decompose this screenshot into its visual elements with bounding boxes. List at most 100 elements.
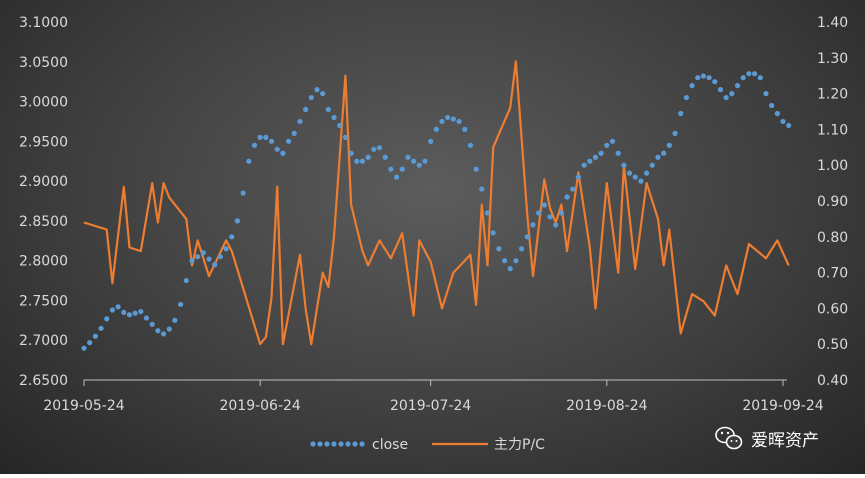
close-data-point: [439, 119, 444, 124]
wechat-icon-bubble-small: [727, 436, 742, 449]
close-data-point: [468, 143, 473, 148]
close-data-point: [87, 340, 92, 345]
close-data-point: [758, 75, 763, 80]
close-data-point: [553, 222, 558, 227]
right-axis-tick-label: 0.40: [817, 373, 848, 389]
pc-series: [84, 61, 789, 344]
close-data-point: [343, 135, 348, 140]
close-data-point: [417, 163, 422, 168]
close-data-point: [292, 131, 297, 136]
right-axis-tick-label: 1.00: [817, 158, 848, 174]
close-data-point: [275, 147, 280, 152]
close-data-point: [712, 79, 717, 84]
close-data-point: [110, 307, 115, 312]
close-data-point: [542, 202, 547, 207]
legend-close-marker: [331, 441, 336, 446]
close-data-point: [366, 155, 371, 160]
close-data-point: [405, 155, 410, 160]
close-data-point: [422, 159, 427, 164]
right-axis-tick-label: 1.10: [817, 122, 848, 138]
close-data-point: [678, 111, 683, 116]
legend-close-marker: [352, 441, 357, 446]
wechat-icon: [716, 428, 742, 449]
legend-close-marker: [359, 441, 364, 446]
close-data-point: [138, 309, 143, 314]
close-data-point: [525, 234, 530, 239]
close-data-point: [496, 246, 501, 251]
close-data-point: [536, 210, 541, 215]
wechat-icon-eye: [731, 440, 733, 442]
close-data-point: [115, 304, 120, 309]
close-data-point: [388, 167, 393, 172]
watermark: 爱晖资产: [716, 428, 819, 452]
x-axis-tick-label: 2019-05-24: [43, 398, 124, 414]
close-data-point: [775, 111, 780, 116]
close-data-point: [769, 103, 774, 108]
close-data-point: [655, 155, 660, 160]
close-data-point: [400, 167, 405, 172]
close-data-point: [121, 310, 126, 315]
close-data-point: [599, 151, 604, 156]
close-data-point: [729, 91, 734, 96]
close-data-point: [206, 256, 211, 261]
close-data-point: [513, 258, 518, 263]
close-data-point: [98, 326, 103, 331]
close-data-point: [133, 311, 138, 316]
close-data-point: [547, 214, 552, 219]
close-data-point: [564, 194, 569, 199]
close-data-point: [348, 151, 353, 156]
x-axis-tick-label: 2019-09-24: [742, 398, 823, 414]
close-data-point: [258, 135, 263, 140]
close-data-point: [81, 346, 86, 351]
close-data-point: [627, 171, 632, 176]
close-data-point: [707, 75, 712, 80]
close-data-point: [474, 167, 479, 172]
close-data-point: [297, 119, 302, 124]
close-data-point: [144, 315, 149, 320]
close-data-point: [741, 75, 746, 80]
close-data-point: [428, 139, 433, 144]
close-data-point: [320, 91, 325, 96]
legend-pc-label: 主力P/C: [494, 437, 545, 453]
close-data-point: [155, 328, 160, 333]
close-data-point: [559, 210, 564, 215]
close-data-point: [644, 171, 649, 176]
close-data-point: [735, 83, 740, 88]
close-data-point: [167, 326, 172, 331]
close-data-point: [252, 143, 257, 148]
left-axis-tick-label: 2.7000: [19, 333, 68, 349]
close-data-point: [508, 266, 513, 271]
close-data-point: [445, 115, 450, 120]
close-data-point: [672, 131, 677, 136]
close-data-point: [178, 302, 183, 307]
close-data-point: [377, 145, 382, 150]
close-data-point: [451, 116, 456, 121]
close-data-point: [638, 179, 643, 184]
close-data-point: [485, 210, 490, 215]
close-data-point: [616, 151, 621, 156]
close-data-point: [212, 262, 217, 267]
close-data-point: [314, 87, 319, 92]
close-data-point: [502, 258, 507, 263]
close-data-point: [581, 163, 586, 168]
close-data-point: [780, 119, 785, 124]
right-axis-tick-label: 1.30: [817, 51, 848, 67]
right-axis-tick-label: 0.90: [817, 194, 848, 210]
right-axis-tick-label: 0.70: [817, 266, 848, 282]
legend-close-marker: [324, 441, 329, 446]
close-data-point: [519, 246, 524, 251]
close-data-point: [326, 107, 331, 112]
close-data-point: [718, 87, 723, 92]
close-data-point: [689, 83, 694, 88]
right-axis-tick-label: 1.20: [817, 87, 848, 103]
close-data-point: [530, 222, 535, 227]
right-axis-tick-label: 0.80: [817, 230, 848, 246]
right-axis-tick-label: 0.60: [817, 301, 848, 317]
close-data-point: [195, 254, 200, 259]
close-data-point: [724, 95, 729, 100]
close-data-point: [667, 143, 672, 148]
left-axis-tick-label: 3.1000: [19, 15, 68, 31]
left-axis-tick-label: 2.8000: [19, 254, 68, 270]
